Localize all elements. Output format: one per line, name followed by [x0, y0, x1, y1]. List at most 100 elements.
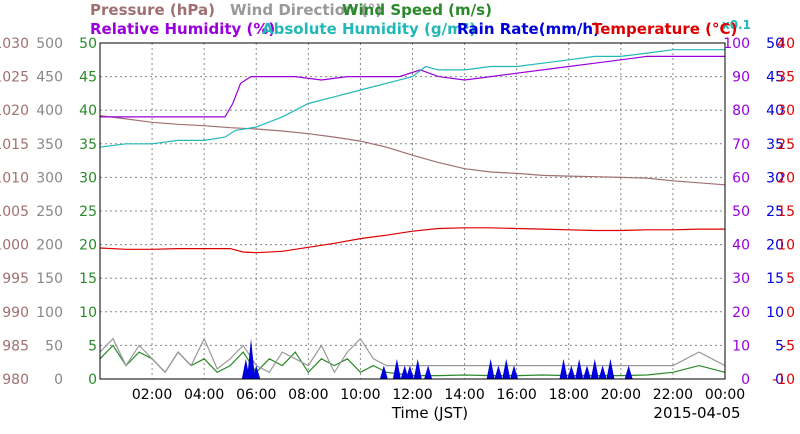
y-tick-label-pressure: 1025	[0, 70, 29, 86]
y-tick-label-wind_direction: 400	[36, 103, 63, 119]
series-line-wind_direction	[99, 337, 726, 374]
y-tick-label-wind_speed: 20	[79, 238, 97, 254]
date-label: 2015-04-05	[653, 404, 740, 422]
y-tick-label-rain_rate: 25	[766, 204, 784, 220]
x-tick-label: 16:00	[496, 387, 536, 403]
series-line-temperature	[99, 227, 725, 254]
rain-spike	[590, 358, 599, 379]
x-tick-label: 00:00	[705, 387, 745, 403]
plot-frame	[99, 42, 726, 380]
y-tick-label-relative_humidity: 0	[741, 372, 750, 388]
y-tick-label-rain_rate: 5	[775, 338, 784, 354]
chart-series	[99, 49, 726, 379]
x-tick-label: 04:00	[184, 387, 224, 403]
rain-spike	[247, 338, 256, 379]
rain-spike	[582, 365, 591, 379]
rain-spike	[252, 365, 261, 379]
y-tick-label-relative_humidity: 50	[732, 204, 750, 220]
y-tick-label-pressure: 980	[2, 372, 29, 388]
y-tick-label-wind_speed: 5	[88, 338, 97, 354]
legend-entry: Absolute Humidity (g/m³)	[262, 20, 476, 38]
y-tick-label-wind_direction: 100	[36, 305, 63, 321]
x-tick-label: 14:00	[444, 387, 484, 403]
y-tick-label-pressure: 985	[2, 338, 29, 354]
rain-spike	[392, 358, 401, 379]
rain-spike	[598, 365, 607, 379]
rain-spike	[405, 365, 414, 379]
y-tick-label-relative_humidity: 40	[732, 238, 750, 254]
x-tick-label: 10:00	[340, 387, 380, 403]
chart-legend: Pressure (hPa) Wind Direction (°)Wind Spe…	[90, 1, 751, 38]
y-tick-label-rain_rate: 45	[766, 70, 784, 86]
x-tick-label: 02:00	[132, 387, 172, 403]
series-line-pressure	[99, 115, 726, 186]
rain-spike	[502, 358, 511, 379]
legend-entry: Wind Direction (°)	[230, 1, 382, 19]
rain-spike	[510, 365, 519, 379]
y-tick-label-wind_speed: 45	[79, 70, 97, 86]
y-tick-label-wind_direction: 450	[36, 70, 63, 86]
y-tick-label-wind_direction: 0	[54, 372, 63, 388]
legend-entry: Rain Rate(mm/h)	[457, 20, 600, 38]
rain-spike	[606, 358, 615, 379]
y-tick-label-relative_humidity: 20	[732, 305, 750, 321]
rain-spike	[624, 365, 633, 379]
y-tick-label-rain_rate: 15	[766, 271, 784, 287]
rain-spike	[494, 365, 503, 379]
y-tick-label-relative_humidity: 10	[732, 338, 750, 354]
y-tick-label-temperature: 5	[786, 271, 795, 287]
y-tick-label-temperature: 35	[777, 70, 795, 86]
y-tick-label-wind_speed: 25	[79, 204, 97, 220]
rain-spike	[486, 358, 495, 379]
y-tick-label-pressure: 990	[2, 305, 29, 321]
legend-entry: Pressure (hPa)	[90, 1, 215, 19]
legend-entry: Wind Speed (m/s)	[342, 1, 492, 19]
y-tick-label-rain_rate: 50	[766, 36, 784, 52]
x-tick-label: 08:00	[288, 387, 328, 403]
y-tick-label-temperature: -10	[772, 372, 795, 388]
rain-spike	[413, 358, 422, 379]
x-tick-label: 22:00	[653, 387, 693, 403]
legend-scale-note: x0.1	[722, 18, 751, 32]
y-tick-label-pressure: 1010	[0, 170, 29, 186]
chart-axes: 9809859909951000100510101015102010251030…	[0, 36, 795, 403]
legend-entry: Relative Humidity (%)	[90, 20, 275, 38]
x-tick-label: 20:00	[601, 387, 641, 403]
x-tick-label: 06:00	[236, 387, 276, 403]
y-tick-label-pressure: 1005	[0, 204, 29, 220]
rain-spike	[567, 365, 576, 379]
y-tick-label-wind_speed: 15	[79, 271, 97, 287]
y-tick-label-relative_humidity: 60	[732, 170, 750, 186]
y-tick-label-temperature: 10	[777, 238, 795, 254]
y-tick-label-rain_rate: 40	[766, 103, 784, 119]
y-tick-label-wind_direction: 150	[36, 271, 63, 287]
rain-spike	[575, 358, 584, 379]
y-tick-label-relative_humidity: 100	[723, 36, 750, 52]
x-tick-label: 18:00	[549, 387, 589, 403]
y-tick-label-relative_humidity: 80	[732, 103, 750, 119]
y-tick-label-relative_humidity: 70	[732, 137, 750, 153]
x-axis-label: Time (JST)	[391, 404, 468, 422]
y-tick-label-wind_speed: 40	[79, 103, 97, 119]
y-tick-label-wind_speed: 35	[79, 137, 97, 153]
y-tick-label-wind_direction: 50	[45, 338, 63, 354]
rain-spike	[400, 365, 409, 379]
y-tick-label-relative_humidity: 30	[732, 271, 750, 287]
y-tick-label-relative_humidity: 90	[732, 70, 750, 86]
y-tick-label-pressure: 995	[2, 271, 29, 287]
y-tick-label-wind_direction: 200	[36, 238, 63, 254]
series-line-relative_humidity	[100, 55, 725, 118]
x-tick-label: 12:00	[392, 387, 432, 403]
rain-spike	[559, 358, 568, 379]
rain-spike	[379, 365, 388, 379]
y-tick-label-temperature: 30	[777, 103, 795, 119]
y-tick-label-temperature: 20	[777, 170, 795, 186]
y-tick-label-wind_direction: 300	[36, 170, 63, 186]
y-tick-label-wind_speed: 10	[79, 305, 97, 321]
y-tick-label-wind_direction: 250	[36, 204, 63, 220]
chart-grid	[100, 43, 725, 379]
y-tick-label-wind_direction: 500	[36, 36, 63, 52]
